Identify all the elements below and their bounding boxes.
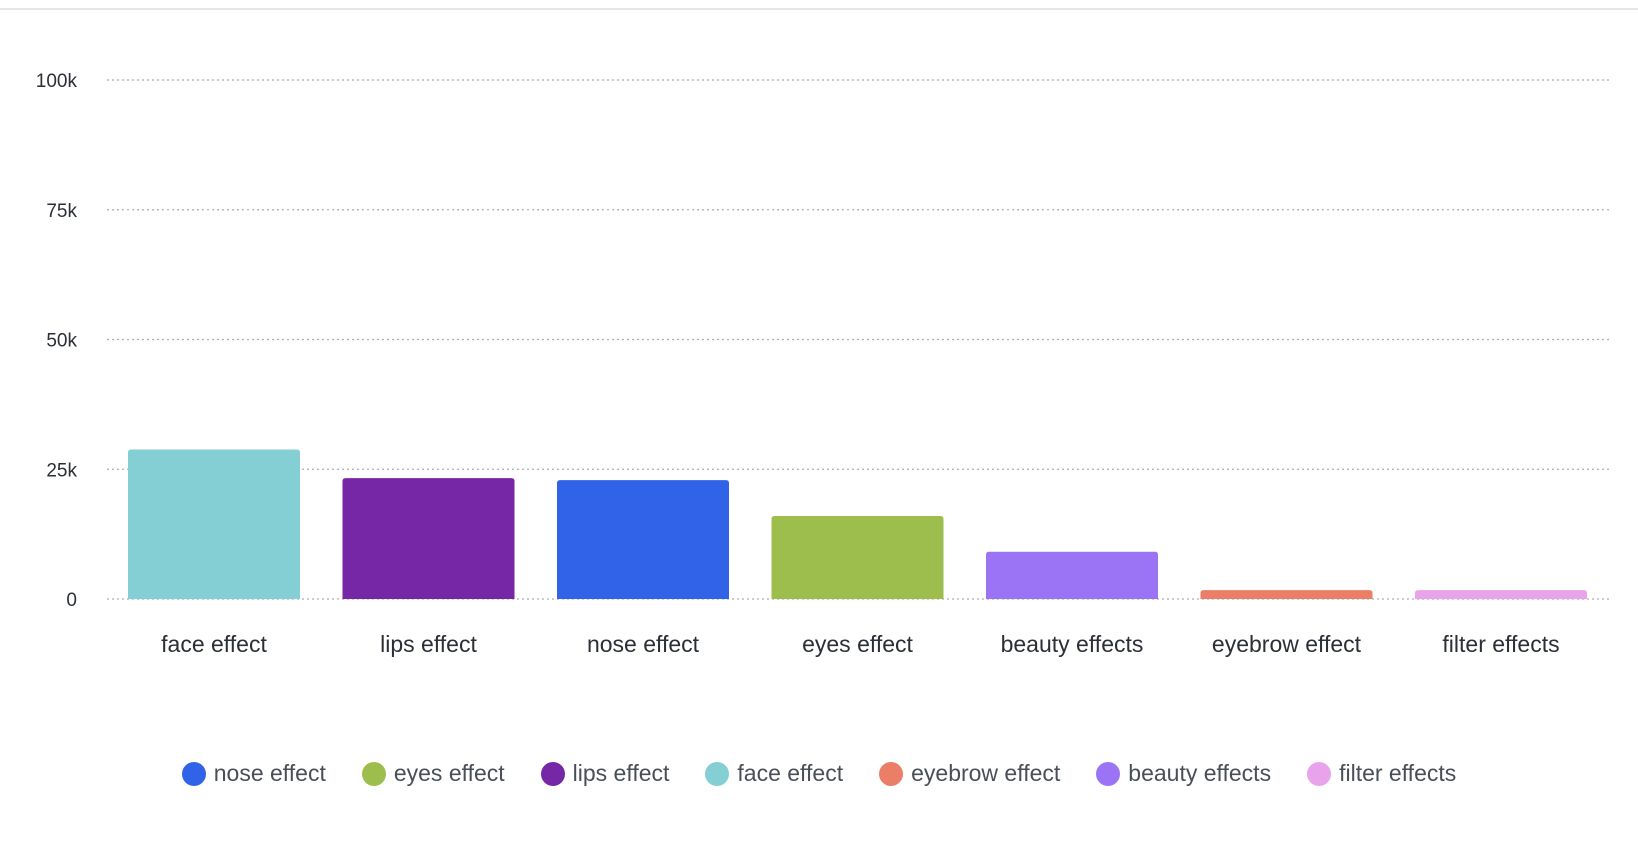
- x-category-label: face effect: [161, 631, 267, 657]
- legend-item-beauty-effects[interactable]: beauty effects: [1096, 760, 1271, 787]
- x-category-label: eyebrow effect: [1212, 631, 1362, 657]
- legend-dot-icon: [361, 761, 386, 786]
- bar-filter-effects[interactable]: [1415, 590, 1587, 599]
- bar-eyebrow-effect[interactable]: [1200, 590, 1373, 599]
- top-border: [0, 8, 1638, 10]
- bar-chart: 0 25k 50k 75k 100k face effect lips effect nose…: [36, 71, 1612, 657]
- bar-eyes-effect[interactable]: [771, 515, 944, 599]
- y-tick-label: 100k: [36, 71, 78, 92]
- legend-dot-icon: [705, 761, 730, 786]
- legend-label: nose effect: [213, 760, 326, 786]
- y-tick-label: 50k: [46, 331, 77, 352]
- y-tick-label: 0: [66, 590, 77, 611]
- legend-dot-icon: [1307, 761, 1332, 786]
- legend-dot-icon: [540, 761, 565, 786]
- legend-label: beauty effects: [1128, 760, 1272, 786]
- legend-item-nose-effect[interactable]: nose effect: [181, 760, 326, 787]
- y-tick-label: 25k: [46, 460, 77, 481]
- y-tick-label: 75k: [46, 201, 77, 222]
- legend-label: filter effects: [1339, 760, 1457, 786]
- bar-beauty-effects[interactable]: [986, 551, 1158, 599]
- legend-label: eyes effect: [393, 760, 505, 786]
- legend-item-eyes-effect[interactable]: eyes effect: [361, 760, 505, 787]
- legend-label: eyebrow effect: [911, 760, 1061, 786]
- legend-label: lips effect: [572, 760, 670, 786]
- legend-label: face effect: [737, 760, 844, 786]
- legend-dot-icon: [879, 761, 904, 786]
- bar-nose-effect[interactable]: [557, 480, 729, 599]
- x-category-label: eyes effect: [802, 631, 913, 657]
- legend: nose effect eyes effect lips effect face ef…: [0, 760, 1638, 787]
- legend-dot-icon: [181, 761, 206, 786]
- x-category-label: beauty effects: [1001, 631, 1144, 657]
- x-category-label: nose effect: [587, 631, 700, 657]
- x-category-label: lips effect: [380, 631, 477, 657]
- legend-item-filter-effects[interactable]: filter effects: [1307, 760, 1456, 787]
- legend-item-lips-effect[interactable]: lips effect: [540, 760, 670, 787]
- legend-dot-icon: [1096, 761, 1121, 786]
- legend-item-eyebrow-effect[interactable]: eyebrow effect: [879, 760, 1060, 787]
- x-category-label: filter effects: [1442, 631, 1559, 657]
- bar-face-effect[interactable]: [128, 449, 300, 599]
- legend-item-face-effect[interactable]: face effect: [705, 760, 843, 787]
- bar-lips-effect[interactable]: [342, 478, 515, 599]
